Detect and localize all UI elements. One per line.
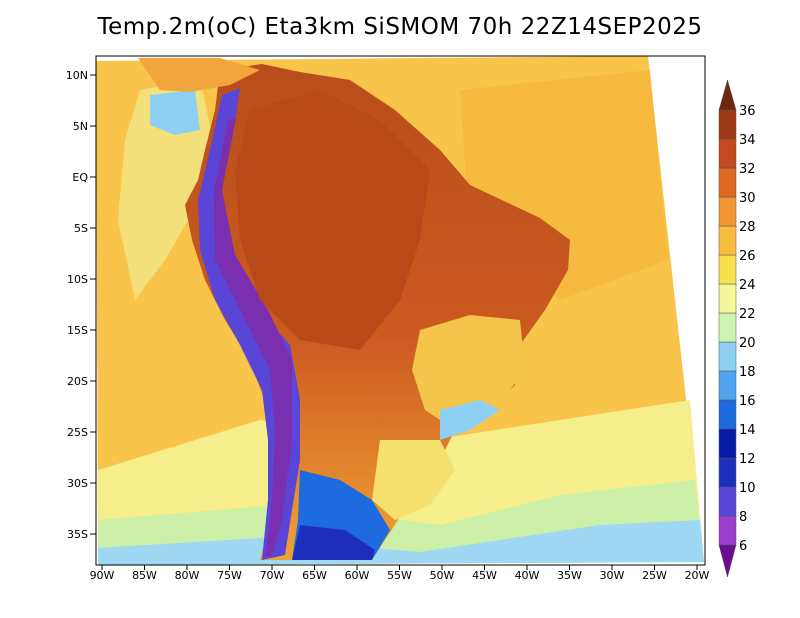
pacific-cool-tongue <box>118 78 215 300</box>
latitude-axis: 10N 5N EQ 5S 10S 15S 20S 25S 30S 35S <box>66 69 96 541</box>
colorbar-label-3: 12 <box>739 452 756 467</box>
colorbar-box-10 <box>718 225 737 256</box>
colorbar-box-4 <box>718 399 737 430</box>
lon-tick-label-10: 40W <box>515 569 540 582</box>
andes-core <box>214 118 292 556</box>
lat-tick-label-0: 10N <box>66 69 88 82</box>
lon-tick-label-3: 75W <box>217 569 242 582</box>
colorbar-label-13: 32 <box>739 162 756 177</box>
colorbar-label-0: 6 <box>739 539 747 554</box>
colorbar-box-11 <box>718 196 737 227</box>
se-brazil-coast-cool <box>440 400 500 440</box>
lat-tick-label-8: 30S <box>67 477 88 490</box>
se-brazil-highlands <box>412 315 525 430</box>
colorbar-box-9 <box>718 254 737 285</box>
lon-tick-label-8: 50W <box>430 569 455 582</box>
colorbar-label-7: 20 <box>739 336 756 351</box>
colorbar-label-1: 8 <box>739 510 747 525</box>
pacific-cool-core <box>150 90 200 135</box>
lon-tick-label-6: 60W <box>345 569 370 582</box>
colorbar-box-7 <box>718 312 737 343</box>
south-ocean-lightblue <box>98 520 704 565</box>
lat-tick-label-9: 35S <box>67 528 88 541</box>
colorbar-label-10: 26 <box>739 249 756 264</box>
colorbar-max-triangle <box>718 79 737 111</box>
lon-tick-label-11: 35W <box>557 569 582 582</box>
lon-tick-label-4: 70W <box>260 569 285 582</box>
map-title: Temp.2m(oC) Eta3km SiSMOM 70h 22Z14SEP20… <box>97 14 703 40</box>
lon-tick-label-5: 65W <box>302 569 327 582</box>
lat-tick-label-3: 5S <box>74 222 88 235</box>
colorbar-box-6 <box>718 341 737 372</box>
colorbar-label-9: 24 <box>739 278 756 293</box>
caribbean-coast <box>138 58 260 92</box>
lon-tick-label-14: 20W <box>685 569 710 582</box>
lat-tick-label-6: 20S <box>67 375 88 388</box>
colorbar-box-3 <box>718 428 737 459</box>
colorbar-box-1 <box>718 486 737 517</box>
lon-tick-label-9: 45W <box>472 569 497 582</box>
lat-tick-label-1: 5N <box>73 120 88 133</box>
lat-tick-label-7: 25S <box>67 426 88 439</box>
colorbar-label-14: 34 <box>739 133 756 148</box>
colorbar-box-8 <box>718 283 737 314</box>
colorbar-label-12: 30 <box>739 191 756 206</box>
lon-tick-label-1: 85W <box>132 569 157 582</box>
lat-tick-label-2: EQ <box>72 171 88 184</box>
colorbar-box-13 <box>718 138 737 169</box>
colorbar-label-11: 28 <box>739 220 756 235</box>
lon-tick-label-13: 25W <box>642 569 667 582</box>
colorbar-box-0 <box>718 515 737 546</box>
lon-tick-label-2: 80W <box>175 569 200 582</box>
colorbar-box-12 <box>718 167 737 198</box>
colorbar-box-14 <box>718 109 737 140</box>
lon-tick-label-12: 30W <box>600 569 625 582</box>
colorbar-label-6: 18 <box>739 365 756 380</box>
colorbar: 6 8 10 12 14 16 18 20 22 24 26 28 30 32 34 36 <box>718 79 756 578</box>
colorbar-label-5: 16 <box>739 394 756 409</box>
colorbar-label-15: 36 <box>739 104 756 119</box>
lon-tick-label-0: 90W <box>90 569 115 582</box>
longitude-axis: 90W 85W 80W 75W 70W 65W 60W 55W 50W 45W 40W 35W 30W 2… <box>90 565 710 582</box>
south-brazil-mild <box>372 440 455 520</box>
colorbar-label-2: 10 <box>739 481 756 496</box>
southern-cone-deep <box>292 525 375 560</box>
amazon-hot-core <box>235 90 430 350</box>
colorbar-label-4: 14 <box>739 423 756 438</box>
lon-tick-label-7: 55W <box>387 569 412 582</box>
colorbar-box-5 <box>718 370 737 401</box>
colorbar-label-8: 22 <box>739 307 756 322</box>
colorbar-min-triangle <box>718 544 737 578</box>
lat-tick-label-4: 10S <box>67 273 88 286</box>
lat-tick-label-5: 15S <box>67 324 88 337</box>
colorbar-box-2 <box>718 457 737 488</box>
map-frame <box>95 55 706 566</box>
